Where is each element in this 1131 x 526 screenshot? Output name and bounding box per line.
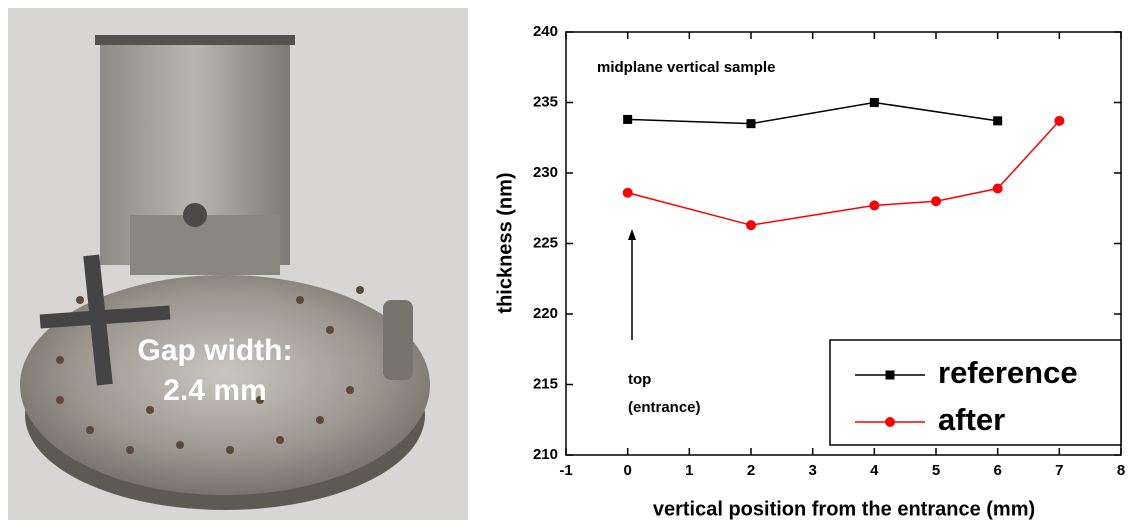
arrow-head (628, 229, 636, 240)
photo: Gap width: 2.4 mm (8, 8, 468, 520)
y-tick-label: 235 (533, 93, 558, 110)
y-tick-label: 230 (533, 164, 558, 181)
chart: vertical position from the entrance (mm)… (494, 23, 1125, 520)
legend-label: reference (938, 355, 1078, 390)
marker (623, 114, 633, 124)
marker (992, 183, 1003, 194)
series-line (627, 120, 1060, 226)
y-tick-label: 210 (533, 446, 558, 463)
y-tick-label: 215 (533, 375, 558, 392)
marker (746, 119, 756, 129)
x-tick-label: -1 (559, 462, 572, 479)
y-tick-label: 240 (533, 23, 558, 40)
marker (622, 187, 633, 198)
x-tick-label: 5 (932, 462, 940, 479)
annotation: top (628, 371, 651, 388)
marker (1054, 115, 1065, 126)
y-tick-label: 220 (533, 305, 558, 322)
marker (869, 98, 879, 107)
x-tick-label: 0 (623, 462, 631, 479)
marker (746, 220, 756, 231)
legend-marker (885, 370, 895, 380)
series-line (627, 101, 998, 125)
legend-marker (885, 417, 895, 427)
x-tick-label: 8 (1117, 462, 1125, 479)
photo-caption: Gap width: (138, 334, 293, 367)
x-tick-label: 6 (993, 462, 1001, 479)
marker (931, 196, 941, 207)
y-axis-label: thickness (nm) (494, 172, 516, 313)
x-tick-label: 4 (870, 462, 879, 479)
legend-box (829, 339, 1122, 446)
legend-label: after (938, 402, 1005, 437)
x-tick-label: 2 (747, 462, 755, 479)
photo-caption: 2.4 mm (163, 374, 266, 407)
annotation: (entrance) (628, 399, 701, 416)
marker (869, 200, 880, 211)
x-tick-label: 3 (808, 462, 816, 479)
x-tick-label: 1 (685, 462, 693, 479)
x-tick-label: 7 (1055, 462, 1063, 479)
y-tick-label: 225 (533, 234, 558, 251)
x-axis-label: vertical position from the entrance (mm) (653, 498, 1035, 520)
annotation: midplane vertical sample (597, 59, 775, 76)
marker (993, 116, 1003, 126)
